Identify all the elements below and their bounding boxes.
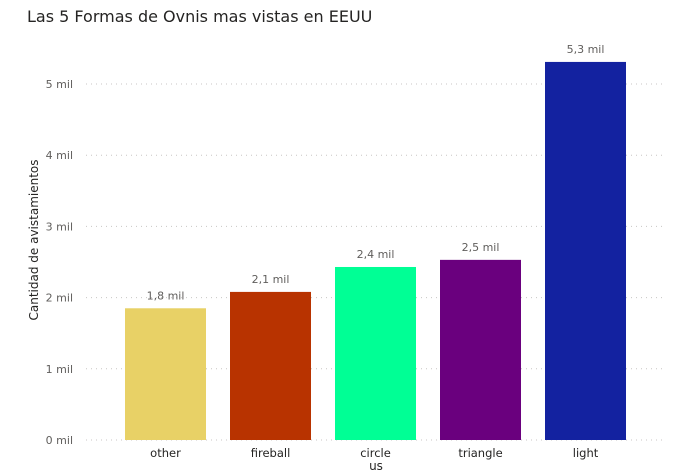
y-axis-title: Cantidad de avistamientos xyxy=(27,159,41,320)
bar-triangle[interactable] xyxy=(440,259,521,440)
data-label-fireball: 2,1 mil xyxy=(252,273,290,286)
y-tick-label: 4 mil xyxy=(46,149,73,162)
y-tick-label: 3 mil xyxy=(46,220,73,233)
bar-circle[interactable] xyxy=(335,266,416,440)
y-axis-ticks: 0 mil 1 mil 2 mil 3 mil 4 mil 5 mil xyxy=(46,78,73,447)
data-label-circle: 2,4 mil xyxy=(357,248,395,261)
x-axis-categories: other fireball circle triangle light xyxy=(150,446,599,460)
data-label-other: 1,8 mil xyxy=(147,289,185,302)
y-tick-label: 0 mil xyxy=(46,434,73,447)
category-label-other: other xyxy=(150,446,181,460)
data-label-triangle: 2,5 mil xyxy=(462,241,500,254)
y-tick-label: 2 mil xyxy=(46,292,73,305)
bar-light[interactable] xyxy=(545,61,626,440)
category-label-circle: circle xyxy=(360,446,391,460)
data-label-light: 5,3 mil xyxy=(567,43,605,56)
bar-other[interactable] xyxy=(125,308,206,440)
x-axis-title: us xyxy=(369,459,383,473)
category-label-light: light xyxy=(573,446,599,460)
y-tick-label: 1 mil xyxy=(46,363,73,376)
bar-fireball[interactable] xyxy=(230,291,311,440)
y-tick-label: 5 mil xyxy=(46,78,73,91)
data-labels: 1,8 mil 2,1 mil 2,4 mil 2,5 mil 5,3 mil xyxy=(147,43,605,302)
chart-title: Las 5 Formas de Ovnis mas vistas en EEUU xyxy=(27,7,373,26)
category-label-triangle: triangle xyxy=(458,446,502,460)
bars xyxy=(125,61,626,440)
category-label-fireball: fireball xyxy=(251,446,291,460)
